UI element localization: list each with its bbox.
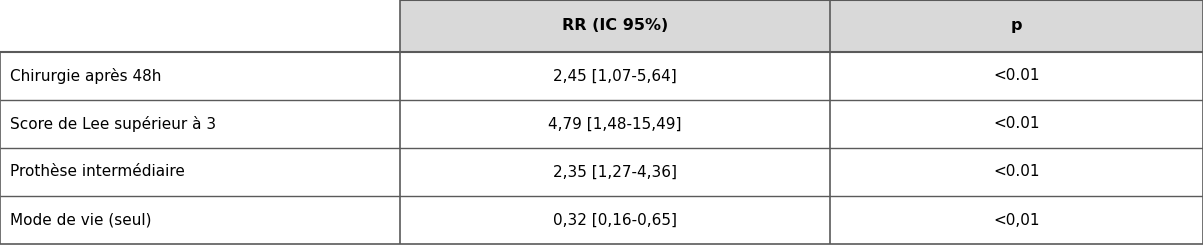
Text: <0.01: <0.01: [994, 164, 1039, 180]
Bar: [0, 52, 401, 100]
Bar: [830, 148, 1203, 196]
Bar: [401, 100, 830, 148]
Text: 2,35 [1,27-4,36]: 2,35 [1,27-4,36]: [553, 164, 677, 180]
Bar: [401, 52, 830, 100]
Text: Mode de vie (seul): Mode de vie (seul): [10, 212, 152, 228]
Bar: [0, 148, 401, 196]
Text: <0.01: <0.01: [994, 69, 1039, 84]
Bar: [830, 52, 1203, 100]
Text: Chirurgie après 48h: Chirurgie après 48h: [10, 68, 161, 84]
Bar: [0, 100, 401, 148]
Text: <0.01: <0.01: [994, 117, 1039, 132]
Text: 4,79 [1,48-15,49]: 4,79 [1,48-15,49]: [549, 117, 682, 132]
Bar: [830, 0, 1203, 52]
Text: Score de Lee supérieur à 3: Score de Lee supérieur à 3: [10, 116, 217, 132]
Text: p: p: [1011, 19, 1023, 34]
Text: RR (IC 95%): RR (IC 95%): [562, 19, 668, 34]
Bar: [0, 196, 401, 244]
Text: 2,45 [1,07-5,64]: 2,45 [1,07-5,64]: [553, 69, 677, 84]
Bar: [830, 196, 1203, 244]
Bar: [401, 0, 830, 52]
Text: <0,01: <0,01: [994, 212, 1039, 228]
Text: 0,32 [0,16-0,65]: 0,32 [0,16-0,65]: [553, 212, 677, 228]
Bar: [830, 100, 1203, 148]
Bar: [0, 0, 401, 52]
Text: Prothèse intermédiaire: Prothèse intermédiaire: [10, 164, 185, 180]
Bar: [401, 148, 830, 196]
Bar: [401, 196, 830, 244]
